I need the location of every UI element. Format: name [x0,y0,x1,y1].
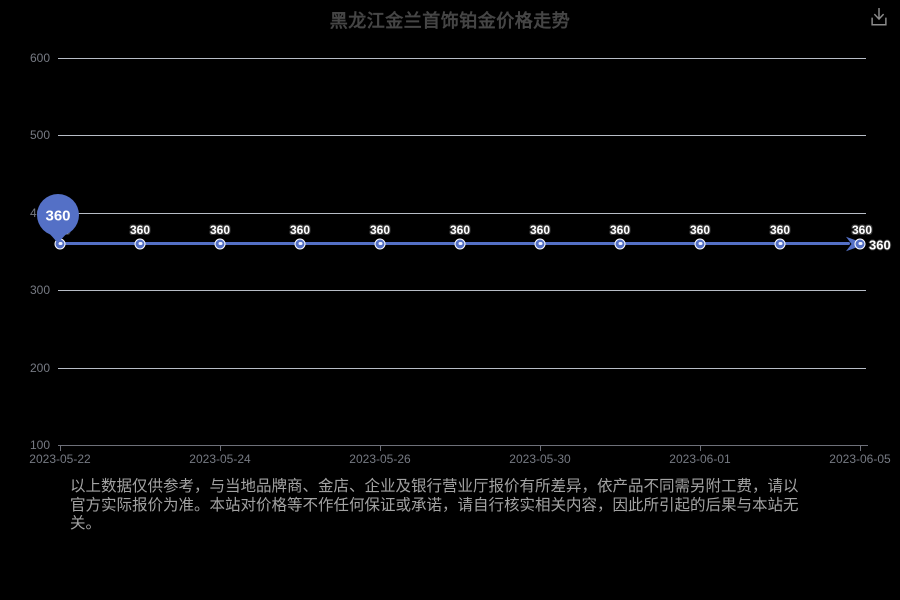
y-axis-label: 500 [29,128,50,143]
y-gridline [58,135,866,137]
data-point[interactable] [854,238,866,250]
data-point-label: 360 [289,223,311,238]
y-axis-label: 600 [29,51,50,65]
data-point-label: 360 [609,223,631,238]
x-axis-label: 2023-05-24 [189,452,251,466]
y-axis-label: 100 [29,438,50,452]
data-point-label: 360 [529,223,551,238]
data-point-label: 360 [769,223,791,238]
data-point-label: 360 [689,223,711,238]
data-point[interactable] [534,238,546,250]
x-axis-label: 2023-06-05 [829,452,891,466]
data-point[interactable] [454,238,466,250]
page-title: 黑龙江金兰首饰铂金价格走势 [329,11,571,31]
data-point[interactable] [134,238,146,250]
x-axis-label: 2023-05-30 [509,452,571,466]
x-axis-label: 2023-05-22 [29,452,91,466]
line-end-value-label: 360 [869,237,891,253]
data-point[interactable] [614,238,626,250]
y-axis-label: 200 [29,360,50,375]
y-gridline [58,290,866,292]
max-value-pin-marker: 360 [32,192,88,251]
data-point-label: 360 [369,223,391,238]
data-point-label: 360 [129,223,151,238]
disclaimer-text: 以上数据仅供参考，与当地品牌商、金店、企业及银行营业厅报价有所差异，依产品不同需… [70,478,799,532]
data-point[interactable] [294,238,306,250]
x-axis-tick [540,446,541,451]
data-point[interactable] [694,238,706,250]
x-axis-tick [700,446,701,451]
x-axis-line [58,445,868,446]
y-axis-label: 300 [29,283,50,298]
data-point-label: 360 [851,223,873,238]
data-point[interactable] [214,238,226,250]
y-gridline [58,58,866,59]
data-point[interactable] [374,238,386,250]
x-axis-tick [860,446,861,451]
svg-text:360: 360 [45,207,70,224]
data-point[interactable] [774,238,786,250]
download-button[interactable] [866,4,892,30]
x-axis-label: 2023-05-26 [349,452,411,466]
data-point-label: 360 [209,223,231,238]
y-gridline [58,212,866,214]
y-gridline [58,367,866,369]
x-axis-tick [220,446,221,451]
x-axis-label: 2023-06-01 [669,452,731,466]
x-axis-tick [60,446,61,451]
download-icon [871,8,887,26]
x-axis-tick [380,446,381,451]
data-point-label: 360 [449,223,471,238]
